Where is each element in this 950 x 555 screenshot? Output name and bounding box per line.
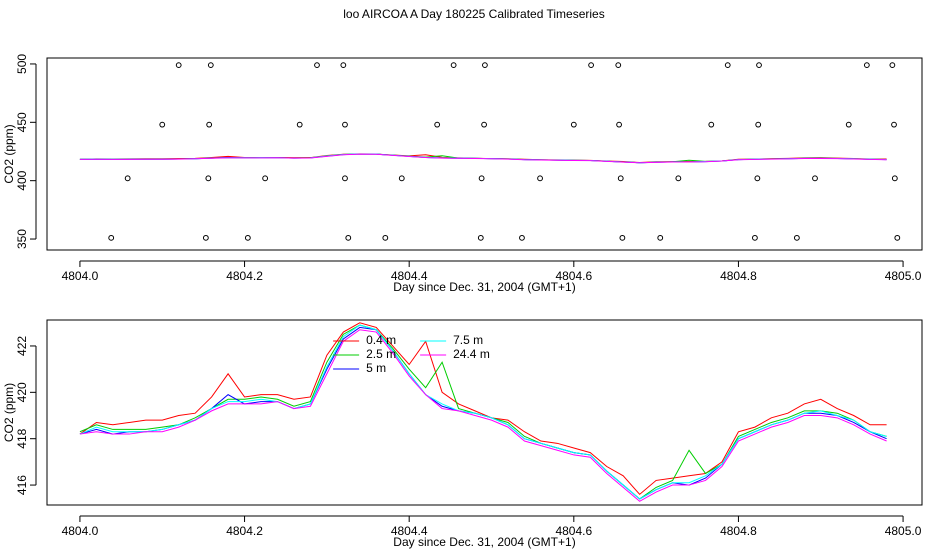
scatter-point: [477, 234, 484, 241]
x-tick-label: 4804.2: [226, 524, 263, 538]
scatter-point: [708, 121, 715, 128]
scatter-point: [754, 175, 761, 182]
scatter-point: [482, 62, 488, 69]
scatter-point: [481, 121, 487, 128]
scatter-point: [244, 234, 251, 241]
x-axis-label: Day since Dec. 31, 2004 (GMT+1): [393, 535, 575, 549]
legend-label: 5 m: [366, 361, 386, 375]
scatter-point: [891, 175, 898, 182]
legend-label: 24.4 m: [453, 347, 490, 361]
y-tick-label: 350: [15, 229, 29, 249]
scatter-point: [752, 234, 758, 241]
y-axis-label: CO2 (ppm): [2, 383, 16, 442]
x-tick-label: 4804.0: [62, 524, 99, 538]
scatter-point: [519, 234, 525, 241]
x-tick-label: 4805.0: [885, 524, 922, 538]
chart-title: loo AIRCOA A Day 180225 Calibrated Times…: [343, 7, 604, 21]
scatter-point: [108, 234, 115, 241]
scatter-point: [570, 121, 577, 128]
y-axis-label: CO2 (ppm): [2, 124, 16, 183]
scatter-point: [756, 62, 762, 69]
scatter-point: [175, 62, 182, 69]
y-tick-label: 500: [15, 54, 29, 74]
scatter-point: [793, 234, 800, 241]
scatter-point: [845, 121, 852, 128]
scatter-point: [755, 121, 762, 128]
x-tick-label: 4804.4: [391, 524, 428, 538]
legend-label: 7.5 m: [453, 333, 483, 347]
scatter-point: [340, 62, 347, 69]
scatter-point: [615, 62, 622, 69]
scatter-point: [202, 234, 209, 241]
y-tick-label: 450: [15, 112, 29, 132]
scatter-point: [675, 175, 682, 182]
y-tick-label: 418: [15, 428, 29, 448]
scatter-point: [159, 121, 166, 128]
x-axis-label: Day since Dec. 31, 2004 (GMT+1): [393, 280, 575, 294]
scatter-point: [889, 62, 896, 69]
scatter-point: [434, 121, 441, 128]
x-tick-label: 4805.0: [885, 269, 922, 283]
x-tick-label: 4804.6: [555, 269, 592, 283]
scatter-point: [891, 121, 897, 128]
plot-frame: [46, 57, 923, 251]
y-tick-label: 416: [15, 475, 29, 495]
scatter-point: [478, 175, 485, 182]
scatter-point: [537, 175, 543, 182]
x-tick-label: 4804.0: [62, 269, 99, 283]
scatter-point: [619, 234, 626, 241]
y-tick-label: 400: [15, 170, 29, 190]
scatter-point: [450, 62, 457, 69]
x-tick-label: 4804.8: [720, 269, 757, 283]
x-tick-label: 4804.2: [226, 269, 263, 283]
scatter-point: [617, 175, 624, 182]
y-tick-label: 422: [15, 336, 29, 356]
legend-label: 0.4 m: [366, 333, 396, 347]
scatter-point: [205, 175, 212, 182]
scatter-point: [863, 62, 870, 69]
scatter-point: [342, 121, 348, 128]
plot-frame: [46, 319, 923, 506]
scatter-point: [342, 175, 348, 182]
scatter-point: [894, 234, 901, 241]
scatter-point: [724, 62, 731, 69]
x-tick-label: 4804.8: [720, 524, 757, 538]
y-tick-label: 420: [15, 382, 29, 402]
scatter-point: [124, 175, 131, 182]
scatter-point: [616, 121, 622, 128]
scatter-point: [345, 234, 352, 241]
x-tick-label: 4804.6: [555, 524, 592, 538]
series-line: [79, 153, 887, 164]
x-tick-label: 4804.4: [391, 269, 428, 283]
scatter-point: [314, 62, 320, 69]
series-line: [79, 324, 887, 500]
series-line: [79, 322, 887, 496]
scatter-point: [657, 234, 664, 241]
series-line: [79, 329, 887, 502]
scatter-point: [382, 234, 389, 241]
scatter-point: [262, 175, 269, 182]
scatter-point: [588, 62, 594, 69]
scatter-point: [398, 175, 405, 182]
scatter-point: [296, 121, 303, 128]
scatter-point: [812, 175, 818, 182]
scatter-point: [206, 121, 213, 128]
legend-label: 2.5 m: [366, 347, 396, 361]
scatter-point: [207, 62, 214, 69]
